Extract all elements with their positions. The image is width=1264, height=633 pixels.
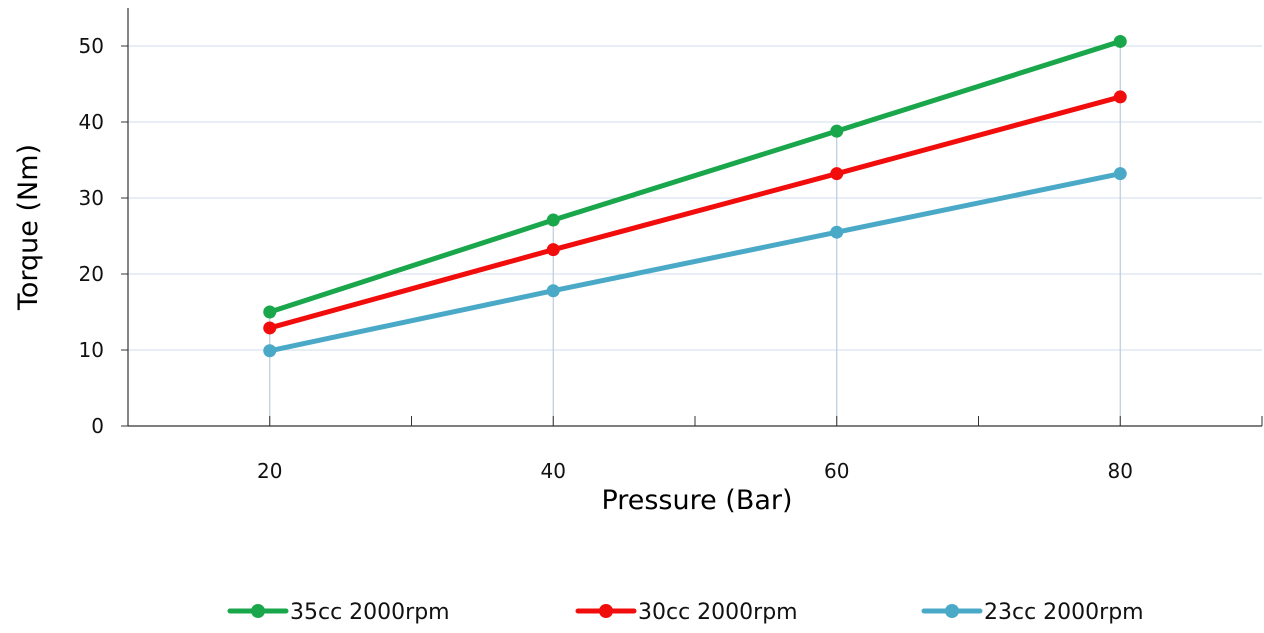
- legend-swatch-marker: [251, 604, 265, 618]
- grid: [128, 45, 1262, 351]
- y-axis-title: Torque (Nm): [13, 144, 44, 311]
- x-tick-label: 40: [541, 459, 566, 483]
- series-line: [267, 38, 1123, 315]
- x-tick-label: 80: [1108, 459, 1133, 483]
- y-tick-label: 40: [79, 110, 104, 134]
- data-point: [546, 284, 560, 298]
- data-point: [830, 167, 844, 181]
- x-tick-label: 60: [824, 459, 849, 483]
- x-axis-title: Pressure (Bar): [601, 485, 792, 516]
- series-group: [263, 34, 1127, 358]
- data-point: [1113, 90, 1127, 104]
- data-point: [263, 321, 277, 335]
- drop-lines: [269, 41, 1121, 426]
- y-tick-label: 0: [91, 414, 104, 438]
- data-point: [1113, 34, 1127, 48]
- legend[interactable]: 35cc 2000rpm 30cc 2000rpm 23cc 2000rpm: [227, 600, 1144, 625]
- y-tick-label: 20: [79, 262, 104, 286]
- data-point: [830, 225, 844, 239]
- y-tick-label: 10: [79, 338, 104, 362]
- y-tick-label: 50: [79, 34, 104, 58]
- series-line: [267, 94, 1123, 331]
- y-tick-label: 30: [79, 186, 104, 210]
- series-line: [267, 171, 1123, 354]
- x-tick-label: 20: [257, 459, 282, 483]
- data-point: [263, 305, 277, 319]
- data-point: [546, 213, 560, 227]
- legend-swatch-marker: [599, 604, 613, 618]
- data-point: [263, 344, 277, 358]
- legend-swatch-marker: [945, 604, 959, 618]
- axes: 0 10 20 30 40 50 20 40 60 80: [79, 8, 1263, 483]
- legend-label: 30cc 2000rpm: [638, 600, 798, 625]
- legend-label: 23cc 2000rpm: [984, 600, 1144, 625]
- data-point: [830, 124, 844, 138]
- legend-label: 35cc 2000rpm: [290, 600, 450, 625]
- data-point: [1113, 167, 1127, 181]
- data-point: [546, 243, 560, 257]
